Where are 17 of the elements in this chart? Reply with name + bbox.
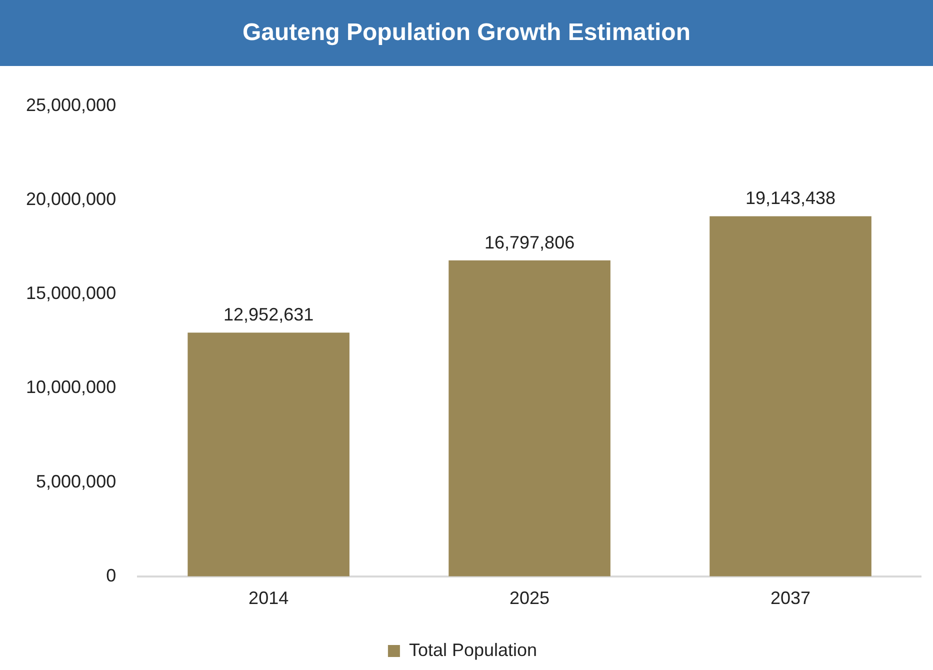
data-label: 12,952,631 — [224, 304, 314, 325]
bar — [448, 260, 610, 576]
y-tick-label: 25,000,000 — [26, 94, 116, 115]
y-tick-label: 15,000,000 — [26, 283, 116, 304]
bar — [710, 216, 872, 576]
x-tick-label: 2014 — [248, 588, 289, 608]
x-tick-label: 2037 — [770, 588, 811, 608]
data-label: 19,143,438 — [745, 188, 836, 208]
y-tick-label: 5,000,000 — [36, 471, 116, 492]
legend-label: Total Population — [408, 640, 538, 660]
y-tick-label: 0 — [106, 565, 116, 586]
y-tick-label: 10,000,000 — [26, 377, 116, 398]
data-label: 16,797,806 — [484, 232, 575, 252]
bar — [188, 332, 350, 576]
x-tick-label: 2025 — [510, 588, 550, 608]
chart-title: Gauteng Population Growth Estimation — [0, 0, 933, 66]
y-tick-label: 20,000,000 — [26, 189, 116, 210]
